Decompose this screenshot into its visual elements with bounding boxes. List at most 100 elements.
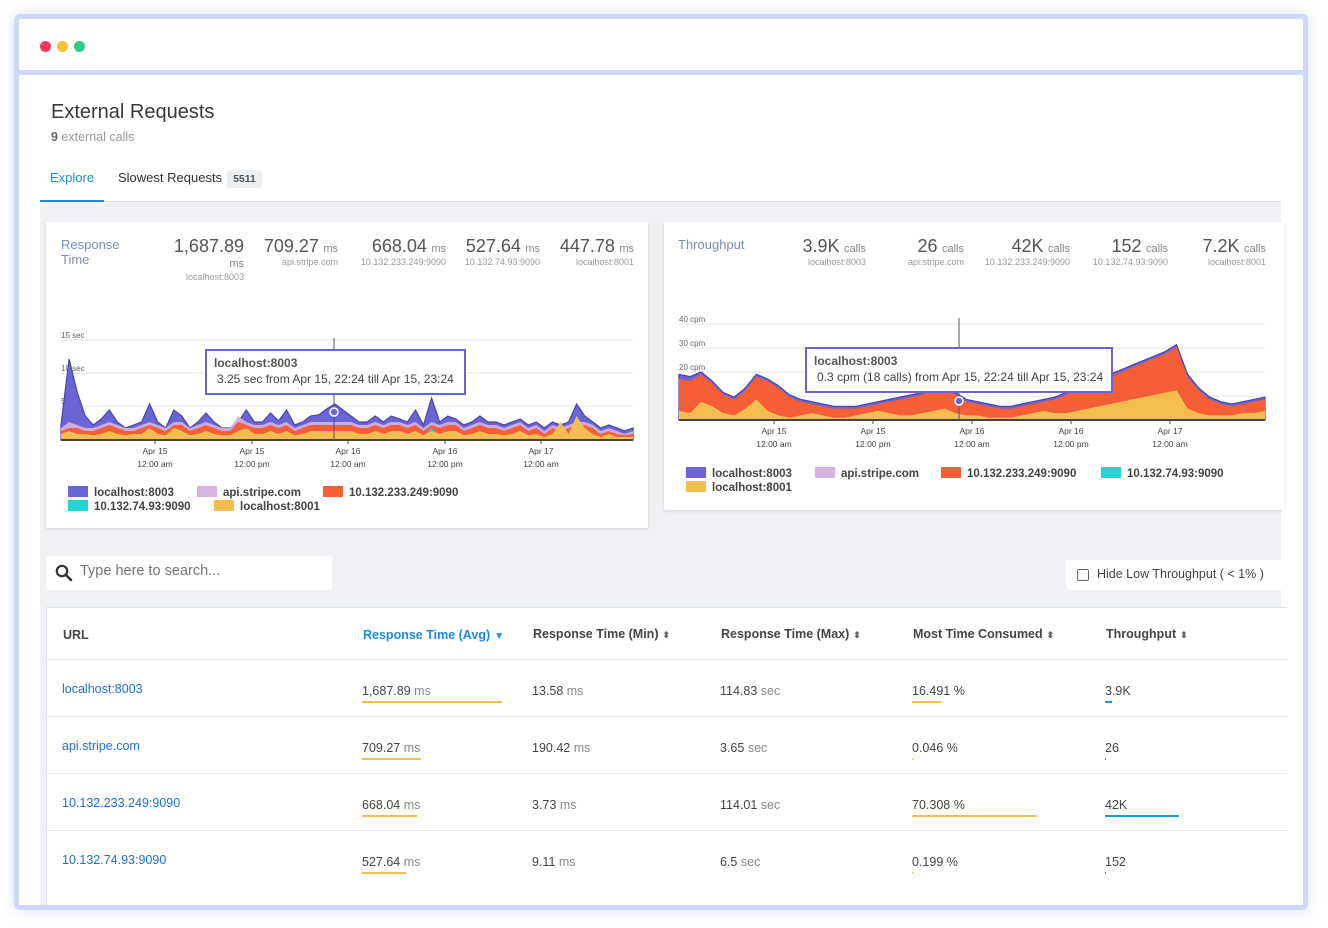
- avg-cell: 527.64 ms: [362, 855, 420, 869]
- minimize-window-dot[interactable]: [57, 41, 68, 52]
- area-series-10-132-233-249-9090: [679, 346, 1265, 420]
- url-link[interactable]: 10.132.233.249:9090: [62, 796, 181, 810]
- col-response-time-avg[interactable]: Response Time (Avg) ▼: [363, 628, 504, 642]
- x-tick-label: 12:00 am: [523, 459, 558, 469]
- max-unit: sec: [760, 684, 781, 698]
- url-link[interactable]: 10.132.74.93:9090: [62, 853, 167, 867]
- max-value: 3.65: [720, 741, 745, 755]
- metric-unit: calls: [1047, 243, 1070, 255]
- x-tick-label: Apr 15: [761, 426, 786, 436]
- x-tick-label: Apr 16: [1058, 426, 1083, 436]
- search-box: [46, 556, 332, 590]
- maximize-window-dot[interactable]: [74, 41, 85, 52]
- legend-item-10-132-74-93[interactable]: 10.132.74.93:9090: [68, 500, 191, 513]
- metric-host: 10.132.74.93:9090: [1092, 257, 1168, 267]
- sort-icon: ⬍: [1180, 630, 1188, 640]
- legend-item-10-132-233-249[interactable]: 10.132.233.249:9090: [323, 486, 458, 499]
- min-cell: 190.42 ms: [532, 741, 590, 755]
- page-subtitle: 9 external calls: [51, 130, 214, 144]
- metric-unit: calls: [1243, 243, 1266, 255]
- metric-unit: calls: [1145, 243, 1168, 255]
- avg-value: 668.04: [362, 798, 401, 812]
- tab-explore[interactable]: Explore: [40, 165, 105, 202]
- legend-item-localhost-8003[interactable]: localhost:8003: [68, 486, 174, 499]
- legend-item-localhost-8003[interactable]: localhost:8003: [686, 467, 792, 480]
- area-series-localhost-8001: [61, 416, 633, 440]
- min-unit: ms: [559, 798, 577, 812]
- area-series-localhost-8003: [60, 358, 634, 441]
- min-cell: 13.58 ms: [532, 684, 583, 698]
- legend-label: 10.132.233.249:9090: [349, 487, 459, 499]
- metric-unit: calls: [941, 243, 964, 255]
- page-title: External Requests: [51, 101, 215, 123]
- external-call-count: 9: [51, 130, 58, 144]
- metric-host: localhost:8003: [807, 257, 866, 267]
- avg-unit: ms: [403, 798, 421, 812]
- legend-item-10-132-74-93[interactable]: 10.132.74.93:9090: [1101, 467, 1224, 480]
- metric-value: 26: [917, 236, 938, 256]
- col-response-time-min[interactable]: Response Time (Min) ⬍: [533, 627, 670, 641]
- x-tick-label: 12:00 pm: [855, 439, 890, 449]
- hide-low-throughput-filter[interactable]: Hide Low Throughput ( < 1% ): [1066, 560, 1286, 590]
- max-cell: 114.01 sec: [720, 798, 780, 812]
- chart-tooltip: localhost:8003 3.25 sec from Apr 15, 22:2…: [205, 349, 466, 395]
- throughput-metric-1: 3.9K calls localhost:8003: [784, 236, 867, 267]
- url-link[interactable]: api.stripe.com: [62, 739, 140, 753]
- url-link[interactable]: localhost:8003: [62, 682, 143, 696]
- col-avg-label: Response Time (Avg): [363, 628, 491, 642]
- consumed-cell: 70.308 %: [912, 798, 965, 812]
- legend-label: localhost:8001: [240, 501, 320, 513]
- legend-item-localhost-8001[interactable]: localhost:8001: [686, 481, 792, 494]
- throughput-cell: 26: [1105, 741, 1119, 755]
- table-row[interactable]: api.stripe.com 709.27 ms 190.42 ms 3.65 sec…: [47, 716, 1287, 773]
- x-tick-label: 12:00 am: [330, 459, 365, 469]
- browser-frame: External Requests 9 external calls Explo…: [14, 14, 1308, 910]
- legend-swatch: [68, 486, 88, 497]
- tab-slowest-requests[interactable]: Slowest Requests 5511: [108, 165, 272, 202]
- min-unit: ms: [558, 855, 576, 869]
- avg-unit: ms: [403, 741, 421, 755]
- table-row[interactable]: localhost:8003 1,687.89 ms 13.58 ms 114.83 …: [47, 659, 1287, 716]
- avg-bar: [362, 701, 502, 703]
- col-response-time-max[interactable]: Response Time (Max) ⬍: [721, 627, 861, 641]
- metric-host: 10.132.233.249:9090: [360, 257, 446, 267]
- legend-item-localhost-8001[interactable]: localhost:8001: [214, 500, 320, 513]
- consumed-bar: [912, 815, 1037, 817]
- y-tick-label: 20 cpm: [679, 363, 706, 372]
- sort-icon: ⬍: [1046, 630, 1055, 640]
- min-value: 9.11: [532, 855, 556, 869]
- throughput-cell: 152: [1105, 855, 1126, 869]
- close-window-dot[interactable]: [40, 41, 51, 52]
- legend-item-api-stripe[interactable]: api.stripe.com: [197, 486, 301, 499]
- min-value: 190.42: [532, 741, 571, 755]
- col-most-time-consumed[interactable]: Most Time Consumed ⬍: [913, 627, 1054, 641]
- response-metric-3: 668.04 ms 10.132.233.249:9090: [346, 236, 446, 267]
- avg-cell: 709.27 ms: [362, 741, 420, 755]
- tooltip-title: localhost:8003: [814, 354, 898, 368]
- metric-value: 709.27: [263, 236, 319, 256]
- col-throughput[interactable]: Throughput ⬍: [1106, 627, 1188, 641]
- metric-host: 10.132.74.93:9090: [464, 257, 540, 267]
- col-url[interactable]: URL: [63, 628, 89, 642]
- metric-unit: ms: [323, 243, 338, 255]
- metric-host: api.stripe.com: [907, 257, 964, 267]
- min-unit: ms: [566, 684, 584, 698]
- col-consumed-label: Most Time Consumed: [913, 627, 1043, 641]
- legend-swatch: [323, 486, 343, 497]
- legend-label: 10.132.74.93:9090: [94, 501, 191, 513]
- tab-explore-label: Explore: [50, 170, 95, 185]
- hide-low-throughput-label: Hide Low Throughput ( < 1% ): [1097, 567, 1264, 581]
- x-tick-label: Apr 17: [528, 446, 553, 456]
- hide-low-throughput-checkbox[interactable]: [1077, 569, 1089, 581]
- response-metric-2: 709.27 ms api.stripe.com: [258, 236, 338, 267]
- response-metric-4: 527.64 ms 10.132.74.93:9090: [450, 236, 540, 267]
- metric-value: 7.2K: [1202, 236, 1240, 256]
- search-input[interactable]: [80, 563, 320, 579]
- table-row[interactable]: 10.132.233.249:9090 668.04 ms 3.73 ms 114.0…: [47, 773, 1287, 830]
- page-content: External Requests 9 external calls Explo…: [19, 75, 1303, 905]
- legend-item-10-132-233-249[interactable]: 10.132.233.249:9090: [941, 467, 1076, 480]
- table-row[interactable]: 10.132.74.93:9090 527.64 ms 9.11 ms 6.5 sec…: [47, 830, 1287, 887]
- legend-item-api-stripe[interactable]: api.stripe.com: [815, 467, 919, 480]
